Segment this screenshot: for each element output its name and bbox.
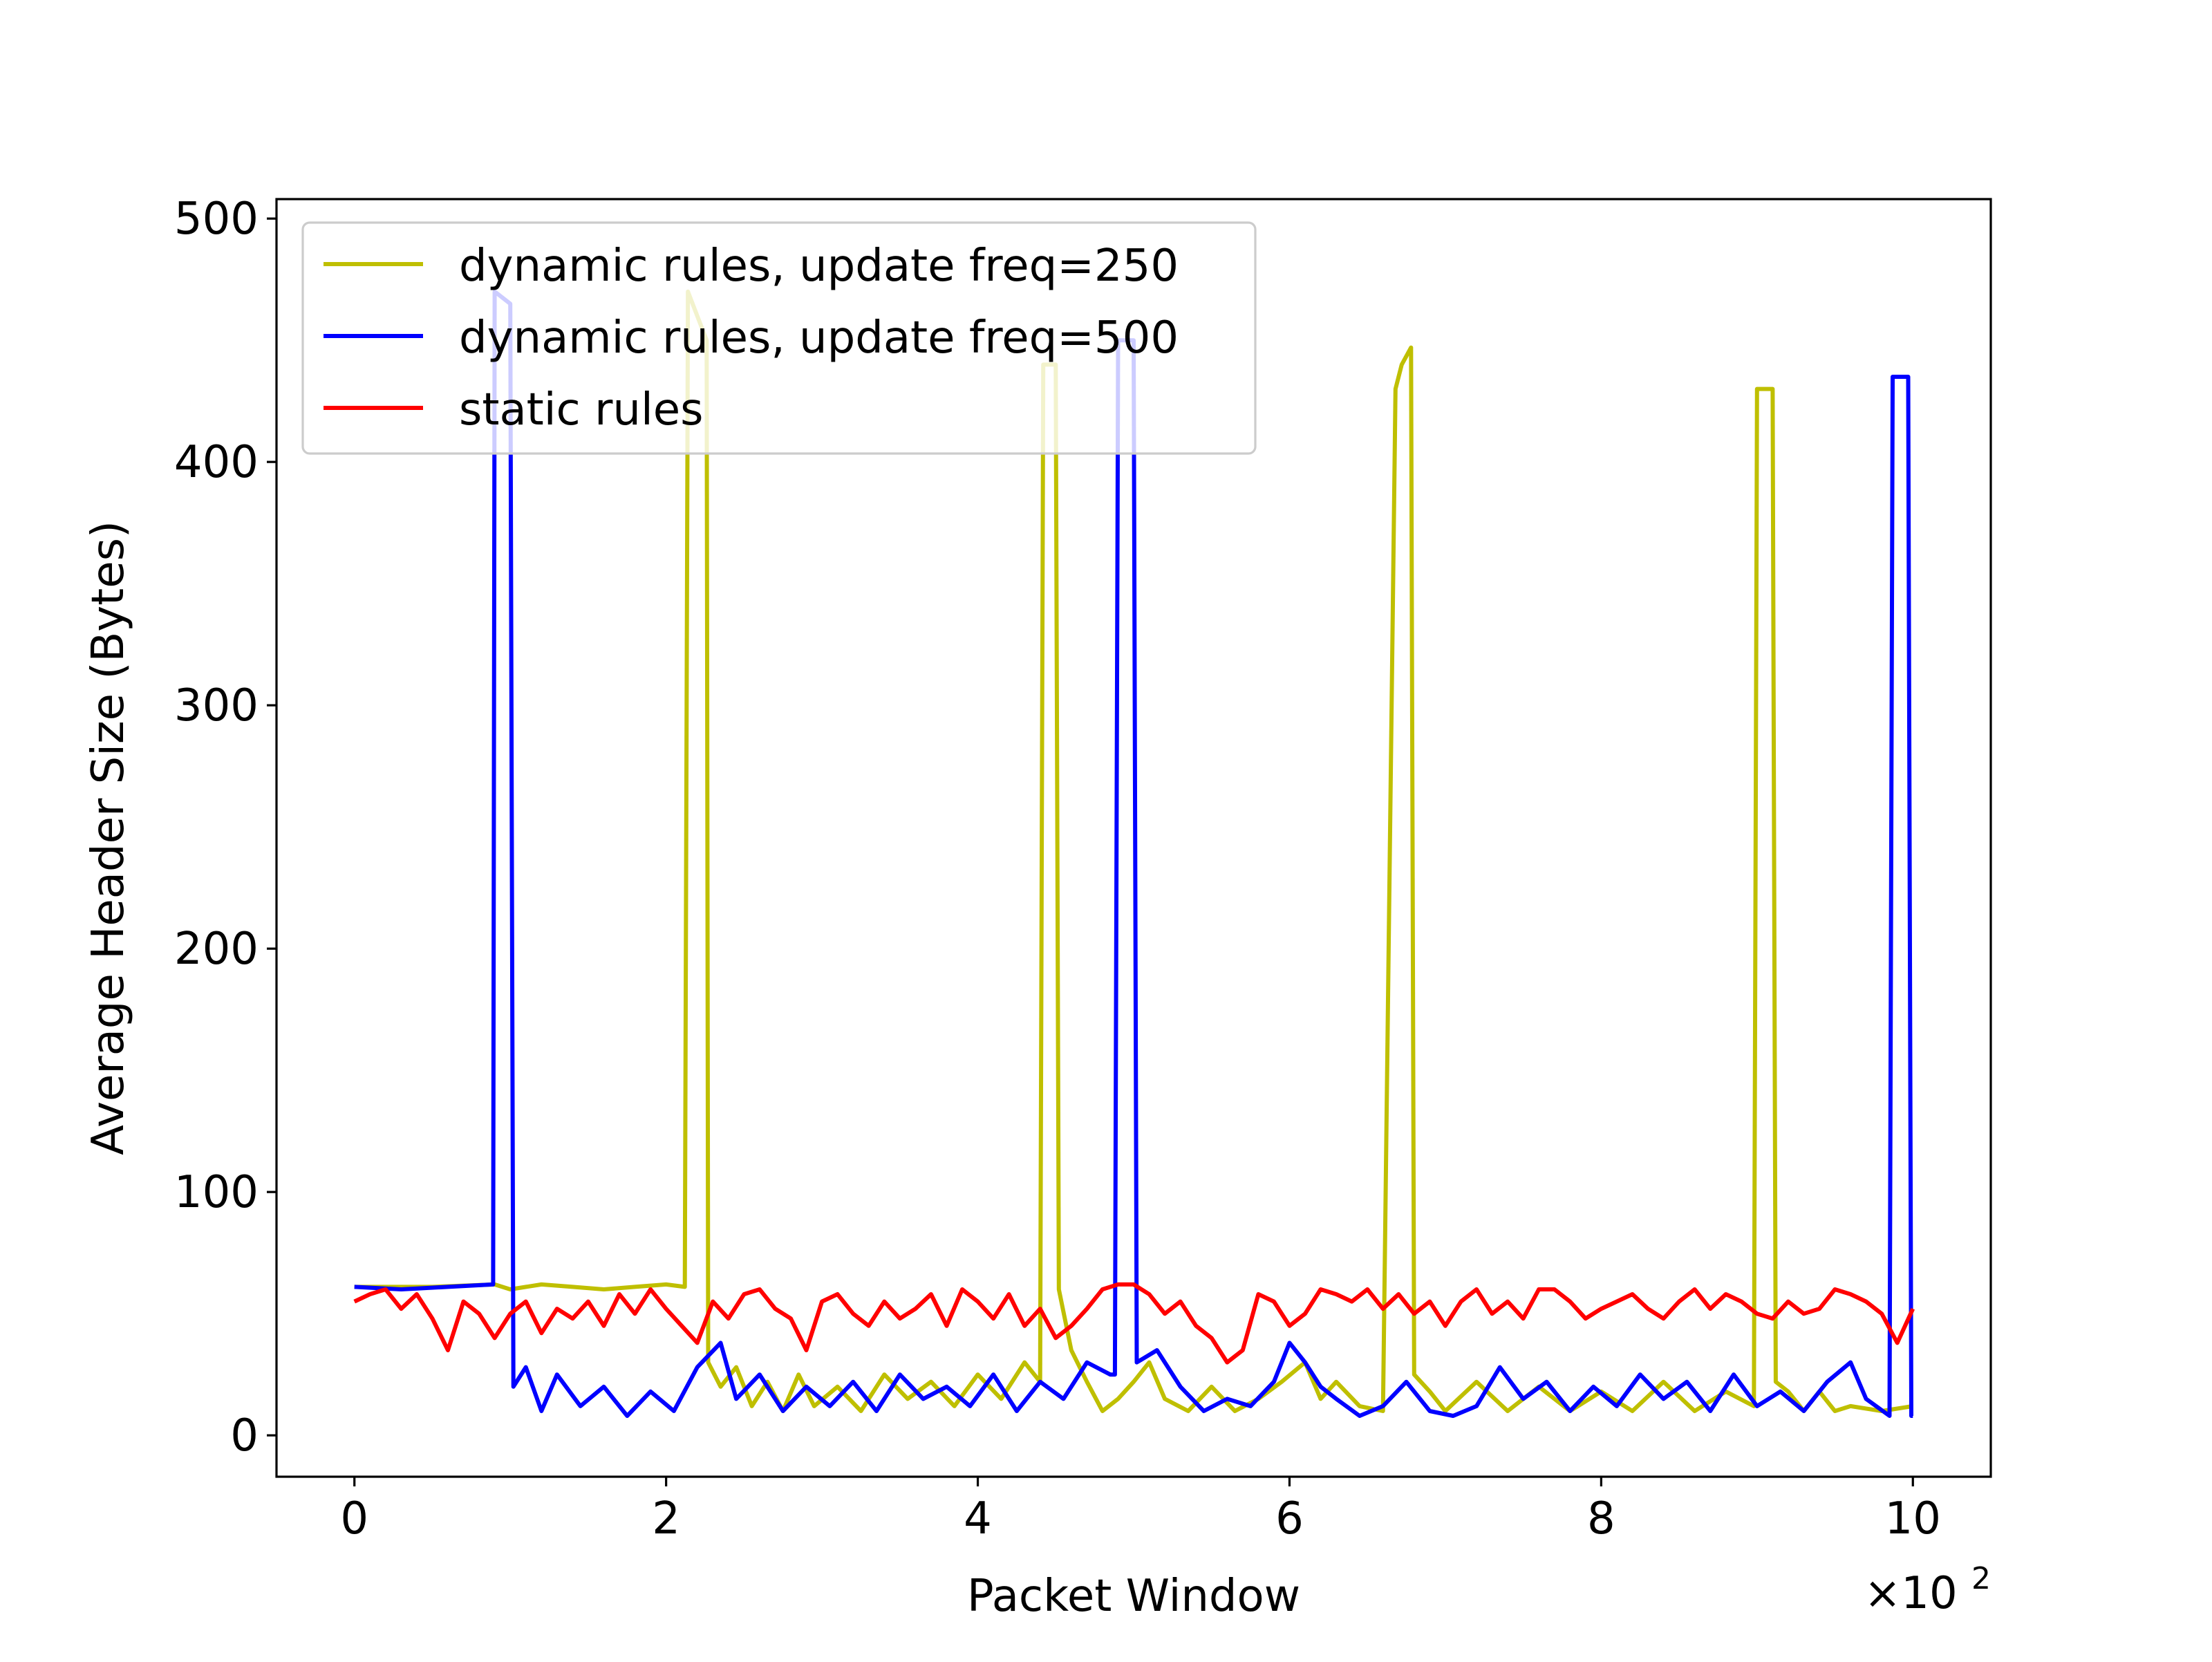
x-axis-multiplier: ×10 2: [1864, 1561, 1991, 1619]
legend-label-freq-250: dynamic rules, update freq=250: [459, 241, 1179, 292]
series-line-2: [353, 1282, 1915, 1365]
x-axis-multiplier-exponent: 2: [1971, 1561, 1991, 1596]
y-axis-label: Average Header Size (Bytes): [83, 521, 134, 1155]
x-tick-label: 2: [652, 1493, 680, 1544]
y-tick-label: 0: [230, 1410, 259, 1462]
x-tick-label: 8: [1587, 1493, 1615, 1544]
y-tick-label: 300: [174, 680, 259, 731]
legend-label-freq-500: dynamic rules, update freq=500: [459, 312, 1179, 364]
legend-label-static: static rules: [459, 384, 703, 436]
series-line-1: [354, 289, 1913, 1418]
series-layer: [353, 289, 1915, 1418]
y-tick-label: 400: [174, 437, 259, 488]
x-axis-ticks: 0 2 4 6 8 10: [340, 1477, 1941, 1544]
legend: dynamic rules, update freq=250 dynamic r…: [301, 221, 1257, 455]
y-tick-label: 500: [174, 194, 259, 245]
legend-frame: [301, 221, 1257, 455]
y-axis-ticks: 0 100 200 300 400 500: [174, 194, 276, 1462]
x-tick-label: 6: [1275, 1493, 1304, 1544]
x-tick-label: 0: [340, 1493, 368, 1544]
plot-area-frame: [275, 198, 1992, 1478]
x-axis-label: Packet Window: [967, 1571, 1300, 1622]
x-tick-label: 10: [1885, 1493, 1941, 1544]
x-tick-label: 4: [964, 1493, 992, 1544]
y-tick-label: 100: [174, 1167, 259, 1218]
y-tick-label: 200: [174, 924, 259, 975]
x-axis-multiplier-base: ×10: [1864, 1568, 1958, 1619]
